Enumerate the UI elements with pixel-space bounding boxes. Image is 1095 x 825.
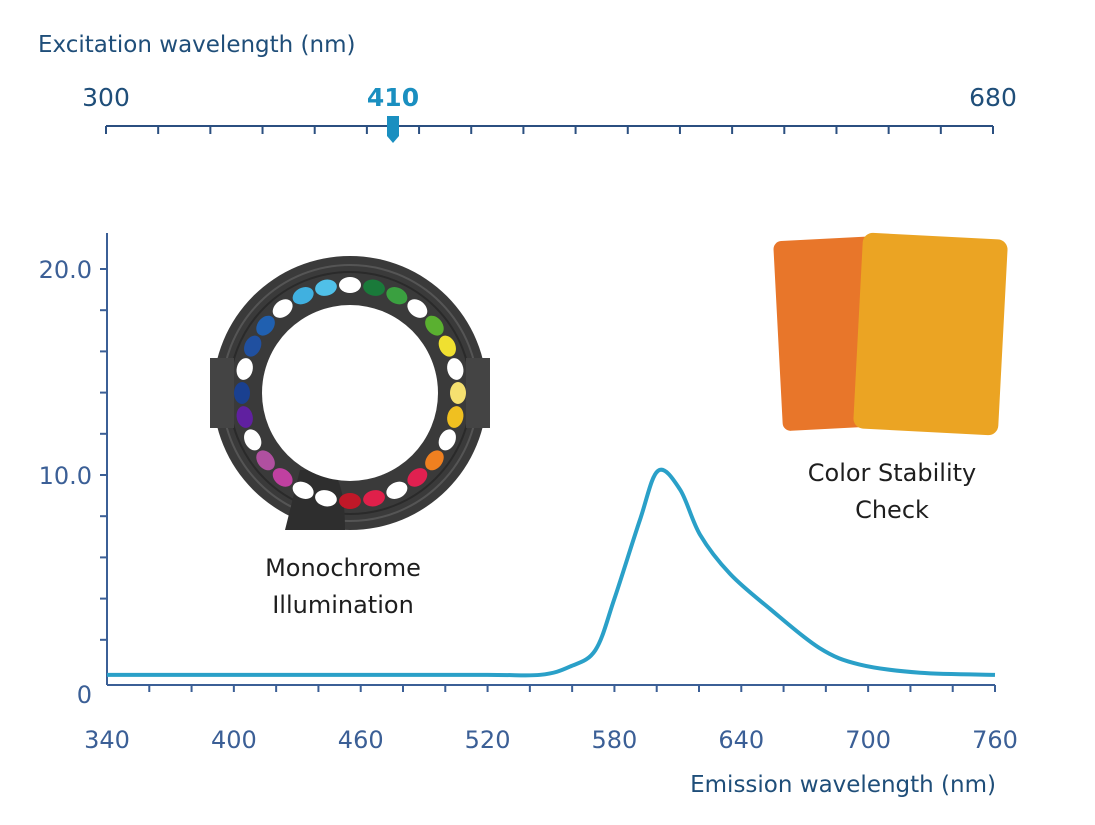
led bbox=[256, 315, 275, 336]
y-tick-label: 0 bbox=[77, 681, 92, 709]
led bbox=[386, 287, 408, 305]
led bbox=[339, 493, 361, 509]
color-cards-image bbox=[773, 232, 1008, 436]
excitation-min-label: 300 bbox=[82, 83, 130, 112]
led bbox=[315, 279, 337, 296]
led bbox=[425, 450, 444, 471]
ring-caption-line1: Monochrome bbox=[265, 554, 421, 582]
led bbox=[425, 315, 444, 336]
excitation-axis-title: Excitation wavelength (nm) bbox=[38, 32, 355, 58]
x-tick-label: 640 bbox=[718, 726, 764, 754]
yellow-card bbox=[853, 232, 1008, 436]
led bbox=[244, 335, 262, 357]
x-tick-label: 760 bbox=[972, 726, 1018, 754]
led bbox=[292, 287, 314, 305]
monochrome-ring-image bbox=[210, 256, 490, 530]
cards-caption-line2: Check bbox=[855, 496, 929, 524]
led bbox=[407, 468, 428, 487]
cards-caption-line1: Color Stability bbox=[808, 459, 977, 487]
led bbox=[450, 382, 466, 404]
led bbox=[438, 429, 456, 451]
led bbox=[363, 490, 385, 507]
emission-curve bbox=[106, 467, 996, 678]
led bbox=[447, 406, 464, 428]
led bbox=[236, 358, 253, 380]
led bbox=[272, 468, 293, 487]
led bbox=[363, 279, 385, 296]
led bbox=[407, 299, 428, 318]
excitation-axis[interactable]: Excitation wavelength (nm) 300 680 410 bbox=[38, 32, 1017, 143]
led bbox=[438, 335, 456, 357]
ring-caption-line2: Illumination bbox=[272, 591, 414, 619]
excitation-max-label: 680 bbox=[969, 83, 1017, 112]
led bbox=[272, 299, 293, 318]
x-tick-label: 700 bbox=[845, 726, 891, 754]
y-tick-label: 10.0 bbox=[39, 462, 92, 490]
led bbox=[315, 490, 337, 507]
excitation-selected-label: 410 bbox=[367, 83, 419, 112]
led bbox=[244, 429, 262, 451]
x-tick-label: 580 bbox=[592, 726, 638, 754]
x-tick-label: 340 bbox=[84, 726, 130, 754]
y-tick-label: 20.0 bbox=[39, 256, 92, 284]
excitation-slider-handle[interactable] bbox=[387, 116, 399, 143]
led bbox=[447, 358, 464, 380]
led bbox=[236, 406, 253, 428]
x-tick-label: 400 bbox=[211, 726, 257, 754]
led bbox=[339, 277, 361, 293]
led bbox=[292, 481, 314, 499]
x-axis-title: Emission wavelength (nm) bbox=[690, 772, 996, 798]
led bbox=[256, 450, 275, 471]
led bbox=[386, 481, 408, 499]
x-tick-label: 460 bbox=[338, 726, 384, 754]
led bbox=[234, 382, 250, 404]
x-tick-label: 520 bbox=[465, 726, 511, 754]
